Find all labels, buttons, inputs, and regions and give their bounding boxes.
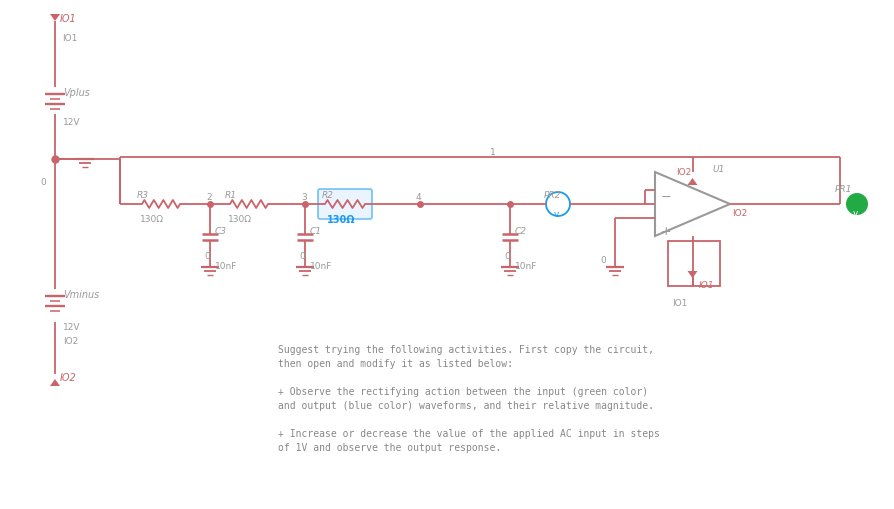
Text: IO2: IO2	[732, 209, 747, 217]
Text: 12V: 12V	[63, 322, 80, 331]
Text: 1: 1	[490, 148, 496, 157]
Text: 0: 0	[40, 178, 46, 187]
Text: 10nF: 10nF	[515, 262, 537, 270]
Text: 12V: 12V	[63, 118, 80, 127]
Text: 10nF: 10nF	[215, 262, 238, 270]
Text: + Observe the rectifying action between the input (green color): + Observe the rectifying action between …	[278, 386, 648, 396]
Text: of 1V and observe the output response.: of 1V and observe the output response.	[278, 442, 502, 452]
Text: 130Ω: 130Ω	[228, 215, 252, 223]
Text: 0: 0	[504, 251, 510, 261]
Text: IO1: IO1	[60, 14, 77, 24]
Text: + Increase or decrease the value of the applied AC input in steps: + Increase or decrease the value of the …	[278, 428, 660, 438]
FancyBboxPatch shape	[318, 190, 372, 219]
Text: C1: C1	[310, 227, 322, 236]
Text: 0: 0	[600, 256, 606, 265]
Text: PR1: PR1	[835, 185, 852, 193]
Text: 0: 0	[204, 251, 210, 261]
Text: C2: C2	[515, 227, 527, 236]
Text: PR2: PR2	[544, 191, 561, 200]
Text: then open and modify it as listed below:: then open and modify it as listed below:	[278, 358, 513, 369]
Text: IO2: IO2	[63, 336, 79, 345]
Text: 4: 4	[416, 192, 422, 202]
Text: R2: R2	[322, 191, 334, 200]
Text: +: +	[661, 224, 671, 238]
Bar	[668, 242, 720, 287]
Text: 130Ω: 130Ω	[327, 215, 356, 224]
Text: Vminus: Vminus	[63, 290, 99, 299]
Polygon shape	[687, 271, 697, 278]
Text: 2: 2	[206, 192, 212, 202]
Text: 130Ω: 130Ω	[140, 215, 164, 223]
Text: IO1: IO1	[698, 280, 714, 290]
Text: 10nF: 10nF	[310, 262, 333, 270]
Text: IO2: IO2	[677, 167, 692, 177]
Text: Vplus: Vplus	[63, 88, 90, 98]
Text: IO1: IO1	[62, 34, 78, 43]
Text: v: v	[853, 209, 858, 217]
Text: v: v	[554, 210, 560, 218]
Text: U1: U1	[712, 165, 724, 174]
Text: IO2: IO2	[60, 372, 77, 382]
Circle shape	[846, 193, 868, 216]
Polygon shape	[687, 179, 697, 186]
Polygon shape	[50, 379, 60, 386]
Text: and output (blue color) waveforms, and their relative magnitude.: and output (blue color) waveforms, and t…	[278, 400, 654, 410]
Text: IO1: IO1	[672, 298, 687, 307]
Text: R3: R3	[137, 191, 149, 200]
Text: Suggest trying the following activities. First copy the circuit,: Suggest trying the following activities.…	[278, 344, 654, 354]
Text: C3: C3	[215, 227, 227, 236]
Polygon shape	[50, 15, 60, 22]
Text: 0: 0	[299, 251, 305, 261]
Text: −: −	[661, 191, 671, 204]
Text: R1: R1	[225, 191, 237, 200]
Text: 3: 3	[301, 192, 307, 202]
